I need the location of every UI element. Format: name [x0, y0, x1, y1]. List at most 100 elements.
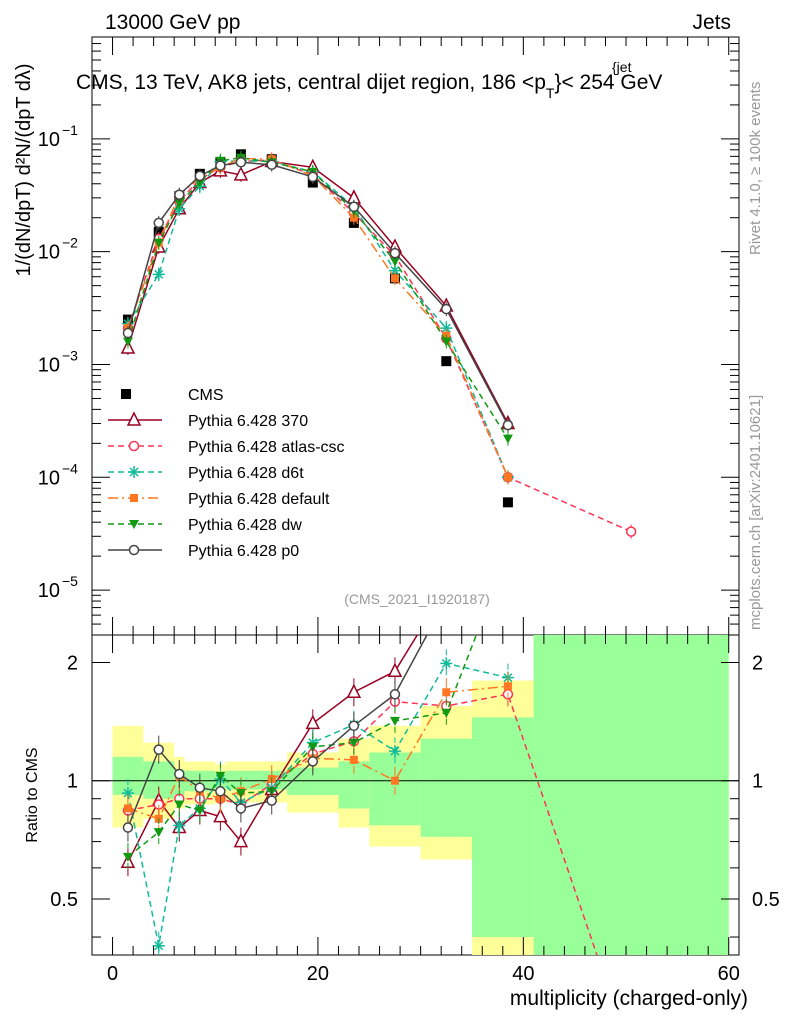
series-point-ratio-3-0	[123, 804, 132, 813]
x-tick-label-0: 0	[107, 963, 118, 985]
series-point-main-5-6	[266, 159, 277, 170]
plot-title-main: CMS, 13 TeV, AK8 jets, central dijet reg…	[76, 71, 546, 94]
mcplots-label: mcplots.cern.ch [arXiv:2401.10621]	[747, 395, 764, 630]
plot-title-sub: T	[546, 85, 555, 101]
series-point-main-4-1	[153, 238, 164, 248]
series-point-ratio-5-3	[194, 782, 206, 793]
series-point-main-2-1	[152, 268, 165, 281]
series-point-ratio-5-0	[122, 822, 134, 833]
series-point-ratio-4-7	[307, 742, 318, 752]
band-inner-12	[533, 635, 729, 955]
main-panel: 10−510−410−310−210−1 CMS, 13 TeV, AK8 je…	[38, 36, 740, 636]
series-point-main-5-8	[348, 201, 360, 213]
series-point-ratio-0-4	[213, 808, 228, 823]
series-point-main-4-0	[122, 337, 133, 347]
series-point-main-4-10	[441, 337, 452, 347]
series-point-ratio-4-4	[215, 771, 226, 781]
ratio-y-axis-label: Ratio to CMS	[24, 747, 41, 842]
ratio-ytick-label-r-0: 0.5	[752, 889, 780, 911]
series-line-main-0	[127, 160, 509, 424]
series-point-main-5-7	[307, 171, 319, 183]
x-tick-label-3: 60	[718, 963, 740, 985]
series-point-ratio-2-7	[306, 736, 319, 749]
series-point-main-3-11	[503, 473, 512, 482]
series-point-ratio-2-9	[388, 745, 401, 758]
series-point-ratio-5-2	[174, 768, 185, 780]
legend-marker-2	[128, 466, 140, 478]
legend-label-3: Pythia 6.428 default	[188, 491, 330, 508]
series-point-main-2-10	[440, 322, 453, 335]
series-point-ratio-5-8	[348, 720, 360, 732]
legend-marker-5	[128, 544, 140, 556]
series-point-ratio-2-10	[440, 657, 453, 670]
series-point-main-1-12	[625, 526, 637, 537]
ratio-x-ticks: 0 20 40 60	[107, 635, 740, 985]
legend-marker-3	[130, 494, 138, 502]
series-line-ratio-5	[127, 635, 428, 828]
legend-item-5: Pythia 6.428 p0	[108, 543, 299, 560]
mcplots-label-group: mcplots.cern.ch [arXiv:2401.10621]	[747, 395, 764, 630]
series-point-main-5-2	[174, 189, 185, 200]
ratio-y-ticks: 0.5 0.5 1 1 2 2	[50, 653, 780, 938]
series-point-ratio-3-11	[503, 682, 512, 691]
series-point-ratio-0-8	[346, 683, 362, 698]
main-ytick-label-4: 10	[38, 129, 60, 151]
legend-item-3: Pythia 6.428 default	[108, 491, 330, 508]
series-point-ratio-5-1	[153, 744, 165, 755]
header-left: 13000 GeV pp	[105, 11, 240, 34]
series-point-ratio-3-10	[442, 688, 451, 697]
legend-item-4: Pythia 6.428 dw	[108, 517, 302, 534]
series-point-main-4-9	[389, 257, 400, 267]
band-inner-10	[420, 738, 472, 837]
ratio-ytick-label-l-0: 0.5	[50, 889, 78, 911]
series-point-main-4-2	[174, 199, 185, 209]
cms-point-11	[502, 497, 513, 508]
ratio-ytick-label-l-1: 1	[67, 771, 78, 793]
analysis-tag: (CMS_2021_I1920187)	[344, 591, 490, 607]
series-point-main-3-9	[390, 274, 399, 283]
series-point-main-5-0	[122, 327, 134, 339]
legend-marker-1	[128, 440, 140, 452]
series-point-ratio-0-7	[305, 714, 321, 730]
series-line-main-3	[127, 157, 509, 478]
legend-item-2: Pythia 6.428 d6t	[108, 465, 304, 482]
legend-label-cms: CMS	[188, 387, 224, 404]
series-point-ratio-4-9	[389, 716, 400, 726]
ratio-ytick-label-r-1: 1	[752, 771, 763, 793]
main-ytick-label-1: 10	[38, 467, 60, 489]
legend-label-1: Pythia 6.428 atlas-csc	[188, 439, 345, 456]
main-y-ticks: 10−510−410−310−210−1	[38, 36, 739, 636]
series-point-main-2-9	[388, 264, 401, 277]
rivet-label: Rivet 4.1.0, ≥ 100k events	[747, 82, 764, 255]
legend-marker-cms	[121, 389, 131, 399]
series-line-main-4	[127, 157, 509, 440]
rivet-label-group: Rivet 4.1.0, ≥ 100k events	[747, 82, 764, 255]
series-point-main-5-11	[502, 419, 514, 431]
legend-item-1: Pythia 6.428 atlas-csc	[108, 439, 345, 456]
legend: CMS Pythia 6.428 370 Pythia 6.428 atlas-cs…	[108, 387, 345, 560]
legend-label-0: Pythia 6.428 370	[188, 413, 308, 430]
series-point-ratio-5-9	[389, 689, 401, 700]
main-y-axis-label: 1/(dN/dpT) d²N/(dpT dλ)	[13, 63, 35, 276]
ratio-frame	[91, 634, 740, 956]
band-inner-11	[471, 717, 534, 938]
ratio-plot-area	[92, 635, 739, 955]
series-point-main-0-5	[233, 166, 249, 181]
legend-marker-4	[129, 520, 139, 529]
series-point-ratio-5-5	[235, 803, 247, 814]
series-point-ratio-2-2	[173, 819, 186, 832]
series-point-ratio-4-2	[174, 800, 185, 810]
legend-item-0: Pythia 6.428 370	[108, 411, 308, 430]
main-ytick-label-exp-4: −1	[62, 122, 78, 138]
series-point-ratio-2-1	[152, 939, 165, 952]
series-point-ratio-2-0	[121, 787, 134, 800]
series-point-ratio-4-8	[348, 738, 359, 748]
main-ytick-label-2: 10	[38, 354, 60, 376]
series-line-main-5	[127, 161, 509, 426]
main-ytick-label-0: 10	[38, 580, 60, 602]
series-line-ratio-4	[127, 635, 478, 858]
series-point-main-5-10	[441, 303, 452, 315]
series-point-ratio-3-9	[390, 776, 399, 785]
legend-label-4: Pythia 6.428 dw	[188, 517, 302, 534]
main-ytick-label-3: 10	[38, 242, 60, 264]
